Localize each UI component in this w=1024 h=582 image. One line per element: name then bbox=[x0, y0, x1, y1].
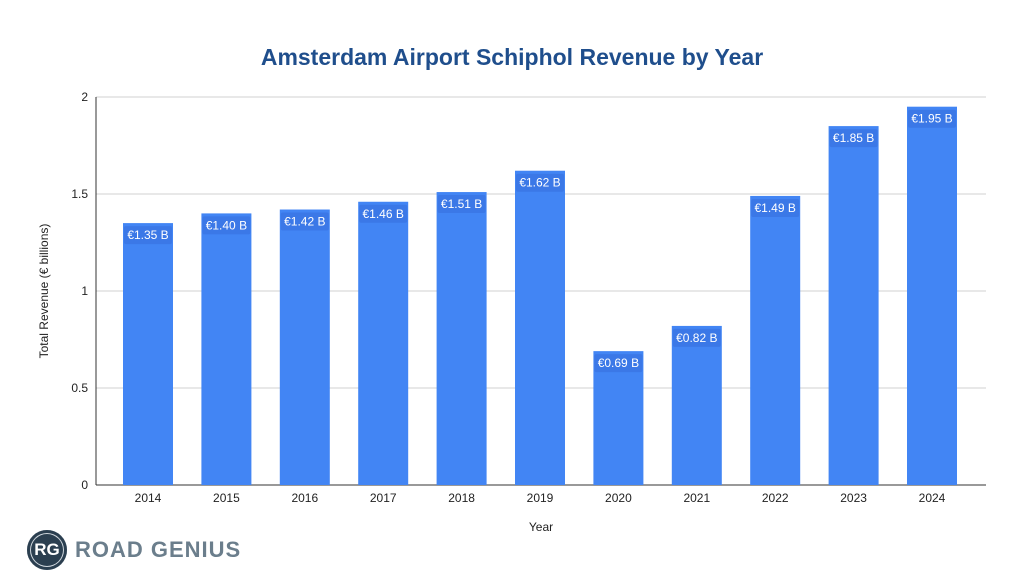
data-label: €0.82 B bbox=[676, 331, 717, 345]
x-tick-label: 2020 bbox=[605, 491, 632, 505]
y-tick-label: 0 bbox=[81, 478, 88, 492]
data-label-bg bbox=[280, 212, 329, 231]
bar bbox=[279, 209, 330, 485]
bar bbox=[123, 223, 173, 485]
data-label: €1.40 B bbox=[206, 218, 247, 232]
data-label-bg bbox=[751, 198, 800, 217]
bar bbox=[201, 213, 252, 485]
y-tick-label: 2 bbox=[81, 90, 88, 104]
bar bbox=[907, 106, 957, 485]
bar bbox=[593, 351, 644, 485]
data-label: €0.69 B bbox=[598, 356, 639, 370]
data-label: €1.46 B bbox=[363, 207, 404, 221]
x-tick-label: 2016 bbox=[291, 491, 318, 505]
data-label: €1.95 B bbox=[911, 112, 952, 126]
y-tick-label: 1 bbox=[81, 284, 88, 298]
road-genius-logo: RG ROAD GENIUS bbox=[27, 530, 241, 570]
x-tick-label: 2019 bbox=[527, 491, 554, 505]
x-tick-label: 2021 bbox=[683, 491, 710, 505]
bar bbox=[671, 325, 722, 485]
data-label-bg bbox=[359, 204, 408, 223]
data-label-bg bbox=[908, 109, 956, 128]
data-label-bg bbox=[202, 216, 251, 235]
x-tick-label: 2015 bbox=[213, 491, 240, 505]
data-label-bg bbox=[516, 173, 564, 192]
bar bbox=[515, 170, 565, 485]
data-label-bg bbox=[829, 129, 878, 148]
y-axis-label: Total Revenue (€ billions) bbox=[37, 224, 51, 359]
data-label: €1.51 B bbox=[441, 197, 482, 211]
bar bbox=[358, 201, 409, 485]
y-tick-label: 0.5 bbox=[71, 381, 88, 395]
data-label: €1.42 B bbox=[284, 215, 325, 229]
bar bbox=[750, 195, 801, 485]
data-label-bg bbox=[594, 354, 643, 373]
data-label: €1.85 B bbox=[833, 131, 874, 145]
x-tick-label: 2024 bbox=[919, 491, 946, 505]
x-axis-label: Year bbox=[529, 520, 553, 534]
x-tick-label: 2023 bbox=[840, 491, 867, 505]
logo-badge: RG bbox=[27, 530, 67, 570]
data-label: €1.35 B bbox=[127, 228, 168, 242]
data-label-bg bbox=[437, 195, 486, 214]
y-tick-label: 1.5 bbox=[71, 187, 88, 201]
x-tick-label: 2018 bbox=[448, 491, 475, 505]
logo-text: ROAD GENIUS bbox=[75, 537, 242, 562]
data-label: €1.49 B bbox=[755, 201, 796, 215]
x-tick-label: 2017 bbox=[370, 491, 397, 505]
x-tick-label: 2014 bbox=[135, 491, 162, 505]
chart-title: Amsterdam Airport Schiphol Revenue by Ye… bbox=[260, 44, 764, 70]
data-label: €1.62 B bbox=[519, 176, 560, 190]
x-tick-label: 2022 bbox=[762, 491, 789, 505]
data-label-bg bbox=[124, 226, 172, 245]
data-label-bg bbox=[672, 328, 721, 347]
bar bbox=[436, 192, 487, 485]
bar bbox=[828, 126, 879, 485]
